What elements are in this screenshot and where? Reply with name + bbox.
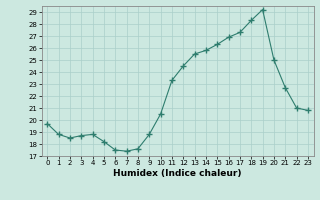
X-axis label: Humidex (Indice chaleur): Humidex (Indice chaleur) [113,169,242,178]
